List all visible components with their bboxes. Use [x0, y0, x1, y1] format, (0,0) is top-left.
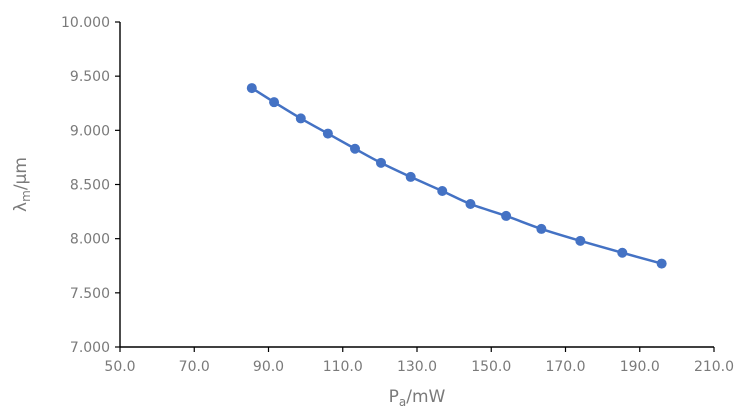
data-point: [350, 143, 361, 154]
data-point: [536, 223, 547, 234]
y-tick-label: 9.000: [70, 123, 110, 139]
y-axis-ticks: 7.000 7.500 8.000 8.500 9.000 9.500 10.000: [61, 15, 120, 356]
x-tick-label: 110.0: [323, 359, 363, 375]
data-point: [269, 97, 280, 108]
x-axis-title: Pa/mW: [389, 387, 446, 409]
x-axis-title-main: P: [389, 387, 399, 407]
y-axis-title: λm/μm: [11, 157, 33, 212]
data-point: [656, 258, 667, 269]
series-line: [251, 87, 662, 265]
data-point: [575, 235, 586, 246]
data-point: [405, 171, 416, 182]
y-tick-label: 9.500: [70, 69, 110, 85]
x-tick-label: 70.0: [179, 359, 210, 375]
y-tick-label: 7.000: [70, 340, 110, 356]
series-layer: [246, 83, 667, 269]
data-point: [295, 113, 306, 124]
x-axis-ticks: 50.0 70.0 90.0 110.0 130.0 150.0 170.0 190.0 210…: [104, 347, 734, 375]
x-tick-label: 90.0: [253, 359, 284, 375]
y-tick-label: 7.500: [70, 286, 110, 302]
data-point: [246, 83, 257, 94]
y-tick-label: 8.000: [70, 232, 110, 248]
y-tick-label: 8.500: [70, 178, 110, 194]
data-point: [501, 210, 512, 221]
data-point: [322, 128, 333, 139]
y-tick-label: 10.000: [61, 15, 110, 31]
x-tick-label: 130.0: [397, 359, 437, 375]
data-point: [617, 247, 628, 258]
x-tick-label: 210.0: [694, 359, 734, 375]
y-axis-title-main: λ: [11, 202, 31, 212]
data-point: [465, 199, 476, 209]
x-axis-title-rest: /mW: [406, 387, 445, 407]
x-tick-label: 190.0: [620, 359, 660, 375]
data-point: [375, 157, 386, 168]
x-tick-label: 170.0: [545, 359, 585, 375]
x-tick-label: 50.0: [104, 359, 135, 375]
y-axis-title-rest: /μm: [11, 157, 31, 190]
x-tick-label: 150.0: [471, 359, 511, 375]
y-axis-title-sub: m: [19, 190, 33, 202]
data-point: [437, 186, 448, 196]
x-axis-title-sub: a: [399, 395, 406, 409]
